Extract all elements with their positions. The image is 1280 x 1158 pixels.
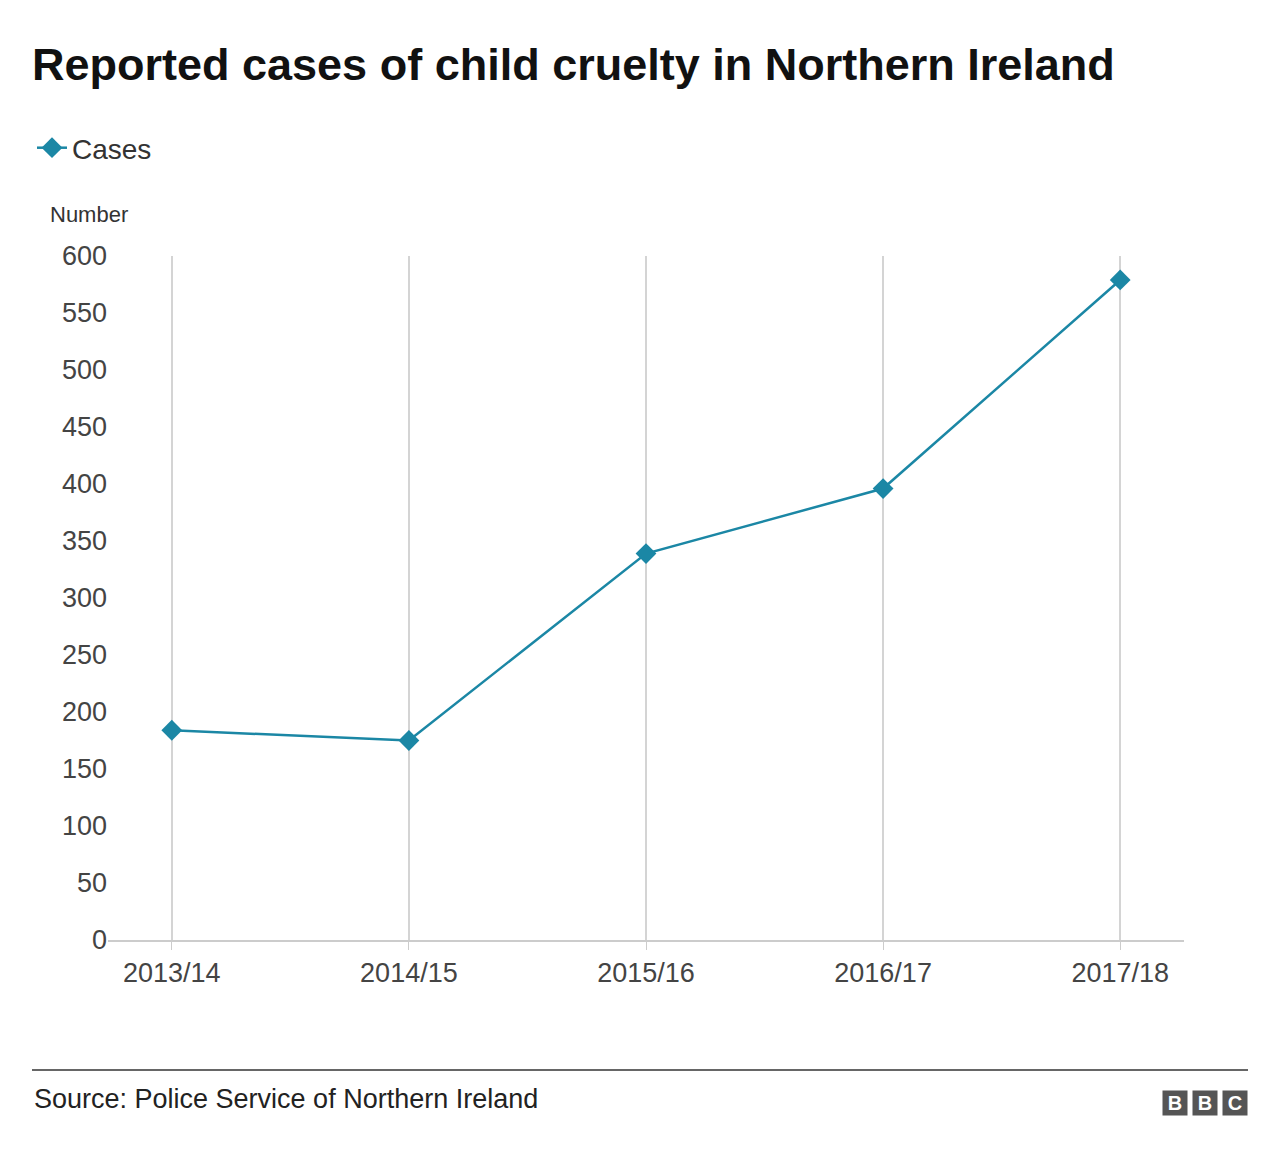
svg-text:500: 500 (62, 355, 107, 385)
svg-text:2013/14: 2013/14 (123, 958, 221, 988)
svg-text:Reported cases of child cruelt: Reported cases of child cruelty in North… (32, 39, 1115, 90)
svg-text:400: 400 (62, 469, 107, 499)
svg-text:200: 200 (62, 697, 107, 727)
svg-text:450: 450 (62, 412, 107, 442)
svg-text:0: 0 (92, 925, 107, 955)
svg-text:550: 550 (62, 298, 107, 328)
svg-text:Cases: Cases (72, 134, 151, 165)
svg-text:Source: Police Service of Nort: Source: Police Service of Northern Irela… (34, 1084, 538, 1114)
svg-text:2014/15: 2014/15 (360, 958, 458, 988)
svg-text:B: B (1168, 1092, 1182, 1114)
svg-text:B: B (1198, 1092, 1212, 1114)
svg-text:300: 300 (62, 583, 107, 613)
svg-text:Number: Number (50, 202, 128, 227)
svg-text:250: 250 (62, 640, 107, 670)
svg-text:100: 100 (62, 811, 107, 841)
svg-text:150: 150 (62, 754, 107, 784)
svg-text:50: 50 (77, 868, 107, 898)
svg-text:600: 600 (62, 241, 107, 271)
svg-text:350: 350 (62, 526, 107, 556)
svg-text:2016/17: 2016/17 (834, 958, 932, 988)
svg-text:2017/18: 2017/18 (1071, 958, 1169, 988)
svg-text:2015/16: 2015/16 (597, 958, 695, 988)
svg-text:C: C (1228, 1092, 1242, 1114)
